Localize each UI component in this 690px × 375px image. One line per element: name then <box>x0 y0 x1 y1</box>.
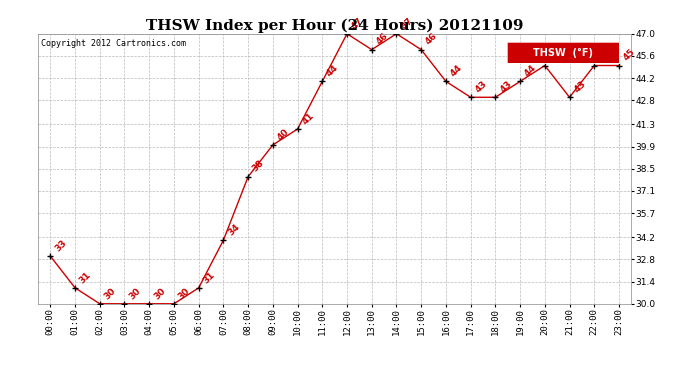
Text: 33: 33 <box>53 238 68 254</box>
Text: 30: 30 <box>177 286 192 301</box>
Text: 31: 31 <box>201 270 217 285</box>
Title: THSW Index per Hour (24 Hours) 20121109: THSW Index per Hour (24 Hours) 20121109 <box>146 18 524 33</box>
Text: 30: 30 <box>127 286 142 301</box>
Text: Copyright 2012 Cartronics.com: Copyright 2012 Cartronics.com <box>41 39 186 48</box>
Text: 31: 31 <box>78 270 93 285</box>
Text: 45: 45 <box>597 48 612 63</box>
Text: 44: 44 <box>448 63 464 79</box>
Text: 40: 40 <box>275 127 290 142</box>
Text: 46: 46 <box>424 32 440 47</box>
Text: 41: 41 <box>300 111 315 126</box>
Text: 43: 43 <box>572 79 588 94</box>
Text: 45: 45 <box>622 48 637 63</box>
Text: 46: 46 <box>375 32 390 47</box>
Text: 47: 47 <box>400 16 415 31</box>
Text: 44: 44 <box>325 63 340 79</box>
Text: 44: 44 <box>523 63 538 79</box>
Text: 47: 47 <box>350 16 365 31</box>
Text: 43: 43 <box>473 79 489 94</box>
Text: 43: 43 <box>498 79 513 94</box>
Text: 30: 30 <box>103 286 118 301</box>
Text: 45: 45 <box>548 48 563 63</box>
Text: 30: 30 <box>152 286 167 301</box>
Text: 38: 38 <box>251 159 266 174</box>
Text: 34: 34 <box>226 222 242 237</box>
